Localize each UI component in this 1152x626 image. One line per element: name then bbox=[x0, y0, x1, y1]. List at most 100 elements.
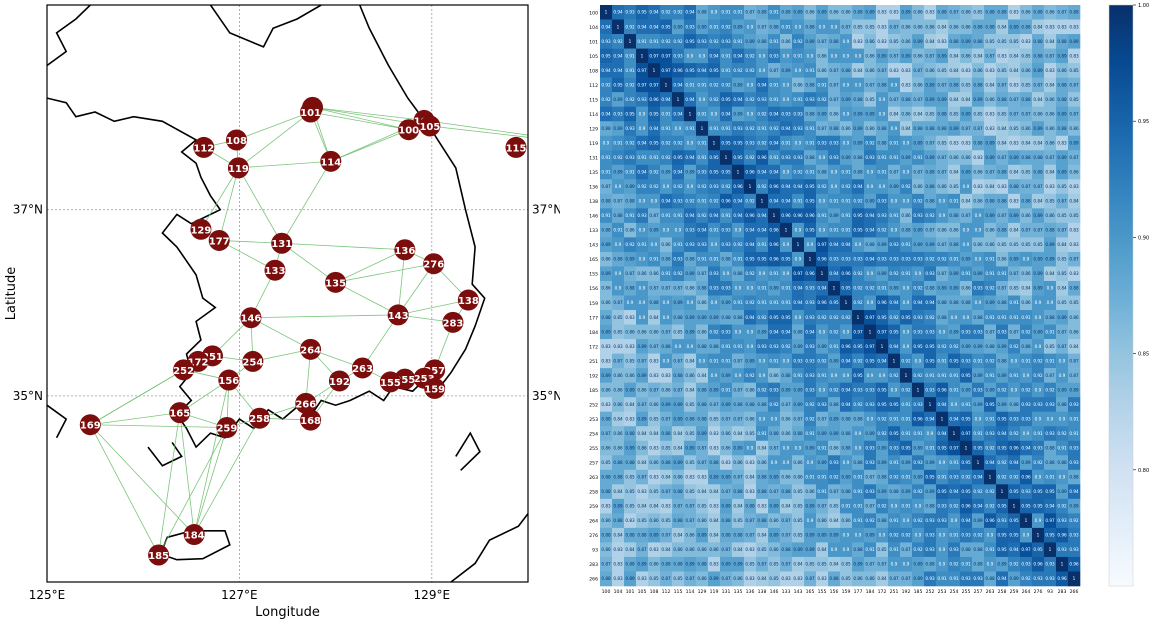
cell-value: 0.87 bbox=[1009, 97, 1019, 102]
heatmap-cell bbox=[1020, 92, 1033, 107]
heatmap-cell bbox=[648, 295, 661, 311]
cell-value: 0.89 bbox=[949, 126, 959, 131]
heatmap-cell bbox=[960, 324, 973, 340]
heatmap-cell bbox=[792, 48, 805, 64]
cell-value: 0.88 bbox=[1021, 344, 1031, 349]
cell-value: 0.87 bbox=[997, 213, 1007, 218]
cell-value: 0.91 bbox=[901, 271, 911, 276]
cell-value: 0.95 bbox=[1033, 547, 1043, 552]
cell-value: 0.92 bbox=[1009, 431, 1019, 436]
cell-value: 0.92 bbox=[709, 329, 719, 334]
heatmap-cell bbox=[684, 92, 697, 107]
column-label: 112 bbox=[662, 589, 671, 595]
cell-value: 0.89 bbox=[877, 460, 887, 465]
heatmap-cell bbox=[1032, 440, 1045, 456]
cell-value: 0.91 bbox=[649, 257, 659, 262]
cell-value: 0.93 bbox=[889, 445, 899, 450]
heatmap-cell bbox=[792, 63, 805, 78]
heatmap-cell bbox=[996, 310, 1009, 325]
cell-value: 0.95 bbox=[829, 300, 839, 305]
cell-value: 0.89 bbox=[697, 431, 707, 436]
cell-value: 0.84 bbox=[709, 489, 719, 494]
station-label: 259 bbox=[216, 424, 237, 435]
heatmap-cell bbox=[1008, 266, 1021, 282]
heatmap-cell bbox=[672, 150, 685, 166]
cell-value: 0.88 bbox=[973, 562, 983, 567]
cell-value: 0.88 bbox=[805, 82, 815, 87]
cell-value: 0.91 bbox=[709, 126, 719, 131]
cell-value: 0.92 bbox=[613, 155, 623, 160]
cell-value: 0.9 bbox=[759, 373, 766, 378]
cell-value: 0.91 bbox=[853, 489, 863, 494]
heatmap-cell bbox=[996, 48, 1009, 64]
cell-value: 0.94 bbox=[949, 489, 959, 494]
heatmap-cell bbox=[852, 266, 865, 282]
cell-value: 0.85 bbox=[1045, 344, 1055, 349]
heatmap-cell bbox=[624, 426, 637, 442]
heatmap-cell bbox=[744, 484, 757, 500]
cell-value: 0.91 bbox=[1069, 431, 1079, 436]
cell-value: 0.93 bbox=[973, 387, 983, 392]
heatmap-cell bbox=[648, 484, 661, 500]
heatmap-cell bbox=[900, 513, 913, 529]
cell-value: 0.89 bbox=[745, 39, 755, 44]
heatmap-cell bbox=[1032, 121, 1045, 137]
heatmap-cell bbox=[900, 193, 913, 209]
cell-value: 0.9 bbox=[603, 140, 610, 145]
heatmap-cell bbox=[792, 484, 805, 500]
cell-value: 0.89 bbox=[853, 140, 863, 145]
cell-value: 0.95 bbox=[1033, 489, 1043, 494]
heatmap-cell bbox=[732, 368, 745, 383]
heatmap-cell bbox=[660, 164, 673, 180]
heatmap-cell bbox=[864, 237, 877, 253]
heatmap-cell bbox=[984, 368, 997, 383]
cell-value: 0.91 bbox=[961, 562, 971, 567]
cell-value: 0.94 bbox=[997, 431, 1007, 436]
station-node bbox=[328, 370, 350, 392]
heatmap-cell bbox=[1068, 556, 1081, 572]
cell-value: 0.89 bbox=[769, 533, 779, 538]
heatmap-cell bbox=[720, 121, 733, 137]
station-label: 254 bbox=[242, 357, 263, 368]
cell-value: 0.93 bbox=[925, 576, 935, 581]
heatmap-cell bbox=[840, 353, 853, 369]
column-label: 104 bbox=[614, 589, 623, 595]
heatmap-cell bbox=[684, 556, 697, 572]
cell-value: 0.85 bbox=[1057, 271, 1067, 276]
heatmap-cell bbox=[804, 295, 817, 311]
cell-value: 0.94 bbox=[889, 344, 899, 349]
cell-value: 0.92 bbox=[913, 518, 923, 523]
cell-value: 0.91 bbox=[769, 358, 779, 363]
heatmap-cell bbox=[684, 34, 697, 49]
cell-value: 0.93 bbox=[709, 271, 719, 276]
heatmap-cell bbox=[648, 527, 661, 543]
cell-value: 0.95 bbox=[949, 358, 959, 363]
cell-value: 0.9 bbox=[1035, 416, 1042, 421]
heatmap-cell bbox=[1068, 527, 1081, 543]
cell-value: 0.88 bbox=[625, 533, 635, 538]
network-edge bbox=[281, 242, 336, 283]
heatmap-cell bbox=[840, 440, 853, 456]
cell-value: 0.96 bbox=[781, 213, 791, 218]
network-edge bbox=[219, 240, 276, 271]
heatmap-cell bbox=[960, 237, 973, 253]
cell-value: 0.9 bbox=[711, 373, 718, 378]
cell-value: 0.9 bbox=[819, 155, 826, 160]
cell-value: 0.85 bbox=[613, 315, 623, 320]
heatmap-cell bbox=[960, 208, 973, 224]
heatmap-cell bbox=[648, 92, 661, 107]
cell-value: 0.86 bbox=[913, 10, 923, 15]
heatmap-cell bbox=[828, 310, 841, 325]
column-label: 133 bbox=[782, 589, 791, 595]
heatmap-cell bbox=[804, 135, 817, 151]
heatmap-cell bbox=[840, 527, 853, 543]
heatmap-cell bbox=[1068, 324, 1081, 340]
heatmap-cell bbox=[636, 498, 649, 514]
heatmap-cell bbox=[924, 498, 937, 514]
cell-value: 0.87 bbox=[697, 460, 707, 465]
cell-value: 0.9 bbox=[735, 228, 742, 233]
cell-value: 0.92 bbox=[769, 402, 779, 407]
heatmap-cell bbox=[624, 193, 637, 209]
cell-value: 0.86 bbox=[697, 518, 707, 523]
heatmap-cell bbox=[828, 353, 841, 369]
